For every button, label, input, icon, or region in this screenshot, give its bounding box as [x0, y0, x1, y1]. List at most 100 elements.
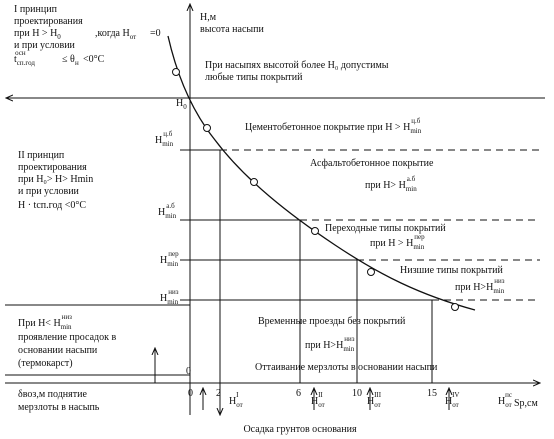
principle-2-line: H · tсп.год <0°C: [18, 200, 86, 211]
principle-1-line: <0°C: [83, 54, 105, 65]
principle-2-line: проектирования: [18, 162, 87, 173]
zone-text-sup: низ: [494, 277, 504, 285]
principle-1-line: ,когда Hот: [95, 28, 136, 41]
level-label: Hmin низ: [160, 288, 179, 306]
zone-text: при H>Hmin низ: [455, 277, 505, 295]
subsidence-line: основании насыпи: [18, 345, 98, 356]
level-label-sub: min: [167, 298, 178, 306]
zone-text-text: при H>: [455, 282, 486, 293]
principle-1-line-text: t: [14, 54, 17, 65]
zone-text-base: H: [406, 238, 413, 249]
x-unit: Sp,см: [514, 398, 539, 409]
settlement-label-sub: от: [505, 401, 511, 409]
principle-1-line-sub: 0: [57, 33, 61, 41]
zone-text-sub: min: [413, 243, 424, 251]
level-label-sup: пер: [168, 250, 179, 258]
principle-1-line-sup: осн: [15, 49, 26, 57]
curve-points: [172, 68, 459, 311]
settlement-label-sub: от: [452, 401, 458, 409]
settlement-label: Hот III: [367, 391, 382, 409]
axes: [5, 4, 545, 415]
x-tick-label: 10: [352, 388, 362, 399]
zone-text: Низшие типы покрытий: [400, 265, 503, 276]
level-label-base: H: [158, 207, 165, 218]
zone-text-sub: min: [493, 287, 504, 295]
settlement-label: Hот пс: [498, 391, 512, 409]
zone-text-sup: ц.б: [411, 117, 420, 125]
principle-1-line-text: при H > H: [14, 28, 57, 39]
zone-text: Оттаивание мерзлоты в основании насыпи: [255, 362, 438, 373]
zone-text: при H>Hmin низ: [305, 335, 355, 353]
subsidence-line: проявление просадок в: [18, 332, 116, 343]
x-origin: 0: [188, 388, 193, 399]
settlement-label: Hот IV: [445, 391, 459, 409]
level-label-sub: min: [165, 212, 176, 220]
zone-text-text: при H>: [365, 180, 399, 191]
zone-text: любые типы покрытий: [205, 72, 303, 83]
curve: [167, 35, 476, 311]
principle-1-line-sub: от: [130, 33, 136, 41]
level-lines: [180, 149, 540, 415]
settlement-label-base: H: [229, 396, 236, 407]
zone-text-text: при H>: [305, 340, 336, 351]
y-axis-label: H,м: [200, 12, 217, 23]
level-label-base: H: [155, 135, 162, 146]
principle-1-line: и при условии: [14, 40, 76, 51]
settlement-label-base: H: [498, 396, 505, 407]
zone-text: Переходные типы покрытий: [325, 223, 446, 234]
zone-text-sup: пер: [414, 233, 425, 241]
h0-label: H0: [176, 98, 187, 111]
zone-text-sub: min: [410, 127, 421, 135]
x-tick-label: 6: [296, 388, 301, 399]
zone-text-base: H: [486, 282, 493, 293]
principle-1-line: н: [75, 59, 79, 67]
level-label-base: H: [160, 255, 167, 266]
principle-1-line: ≤ θ: [62, 54, 75, 65]
settlement-label-sup: II: [318, 391, 323, 399]
zone-text-base: H: [403, 122, 410, 133]
zone-text: Временные проезды без покрытий: [258, 316, 406, 327]
zone-text-sup: низ: [344, 335, 354, 343]
y-axis-sublabel: высота насыпи: [200, 24, 264, 35]
settlement-label: Hот II: [311, 391, 325, 409]
subsidence-line-base: H: [53, 318, 60, 329]
principle-1-line: проектирования: [14, 16, 83, 27]
level-label-sub: min: [162, 140, 173, 148]
settlement-label-base: H: [445, 396, 452, 407]
level-label: Hmin пер: [160, 250, 179, 268]
zone-text: Асфальтобетонное покрытие: [310, 158, 434, 169]
zone-text-sub: min: [406, 185, 417, 193]
level-label-sup: низ: [168, 288, 178, 296]
zone-text-base: H: [336, 340, 343, 351]
level-label: Hmin а.б: [158, 202, 177, 220]
settlement-label-sub: от: [318, 401, 324, 409]
principle-1-line-text: ,когда H: [95, 28, 130, 39]
x-caption: Осадка грунтов основания: [243, 424, 357, 435]
settlement-label-sub: от: [236, 401, 242, 409]
level-label-base: H: [160, 293, 167, 304]
principle-1-line-sub: сп.год: [17, 59, 36, 67]
x-tick-label: 15: [427, 388, 437, 399]
subsidence-line-sup: низ: [62, 313, 72, 321]
principle-1-line-sub: н: [75, 59, 79, 67]
principle-1-line: I принцип: [14, 4, 58, 15]
zone-text-text: при H >: [370, 238, 406, 249]
x-tick-label: 2: [216, 388, 221, 399]
settlement-label-base: H: [367, 396, 374, 407]
level-label: Hmin ц.б: [155, 130, 174, 148]
level-label-sup: а.б: [166, 202, 175, 210]
subsidence-line: (термокарст): [18, 358, 73, 369]
zone-text-sub: min: [343, 345, 354, 353]
subsidence-line-sub: min: [61, 323, 72, 331]
zone-text-sup: а.б: [407, 175, 416, 183]
settlement-label-base: H: [311, 396, 318, 407]
zone-text: при H> Hmin а.б: [365, 175, 417, 193]
zone-text-base: H: [399, 180, 406, 191]
zone-text-text: Цементобетонное покрытие при H >: [245, 122, 403, 133]
settlement-label-sup: пс: [505, 391, 512, 399]
principle-2-line: при H₀> H> Hmin: [18, 174, 93, 185]
thaw-origin: 0: [186, 366, 191, 377]
principle-1-line: =0: [150, 28, 161, 39]
zone-text: при H > Hmin пер: [370, 233, 425, 251]
principle-2-line: и при условии: [18, 186, 80, 197]
